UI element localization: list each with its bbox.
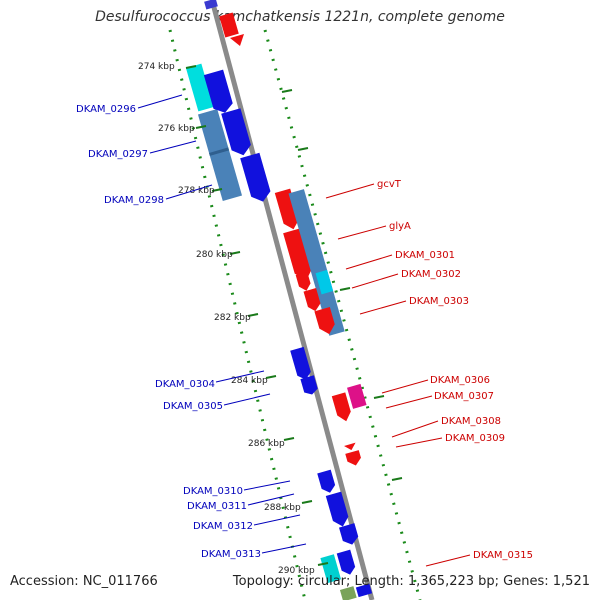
gene-label-dkam-0303: DKAM_0303 (409, 296, 469, 307)
gene-label-dkam-0306: DKAM_0306 (430, 375, 490, 386)
genome-backbone (209, 0, 375, 600)
gene-label-dkam-0302: DKAM_0302 (401, 269, 461, 280)
gene-label-dkam-0310: DKAM_0310 (183, 486, 243, 497)
gene-label-dkam-0298: DKAM_0298 (104, 195, 164, 206)
feature-dkam-0306-0307 (331, 383, 367, 422)
left-leader-lines (137, 94, 307, 554)
tick-label-290: 290 kbp (278, 566, 315, 576)
tick-label-280: 280 kbp (196, 250, 233, 260)
genome-summary: Topology: circular; Length: 1,365,223 bp… (232, 574, 590, 589)
gene-label-dkam-0297: DKAM_0297 (88, 149, 148, 160)
tick-label-274: 274 kbp (138, 62, 175, 72)
gene-label-dkam-0313: DKAM_0313 (201, 549, 261, 560)
gene-label-dkam-0312: DKAM_0312 (193, 521, 253, 532)
tick-marks (185, 65, 403, 566)
gene-label-dkam-0296: DKAM_0296 (76, 104, 136, 115)
tick-label-276: 276 kbp (158, 124, 195, 134)
gene-label-dkam-0304: DKAM_0304 (155, 379, 215, 390)
forward-gene-arrow-top (230, 34, 244, 46)
tick-label-284: 284 kbp (231, 376, 268, 386)
feature-dkam-0304-0305 (290, 346, 318, 395)
gene-label-dkam-0307: DKAM_0307 (434, 391, 494, 402)
map-title: Desulfurococcus kamchatkensis 1221n, com… (95, 9, 505, 25)
gene-label-dkam-0308: DKAM_0308 (441, 416, 501, 427)
gene-label-dkam-0315: DKAM_0315 (473, 550, 533, 561)
bottom-edge-features (320, 549, 373, 600)
gene-label-gcvt: gcvT (377, 179, 402, 190)
gene-label-dkam-0311: DKAM_0311 (187, 501, 247, 512)
feature-dkam-0310-0313 (317, 469, 359, 545)
tick-label-282: 282 kbp (214, 313, 251, 323)
feature-glya (283, 228, 313, 281)
right-leader-lines (325, 183, 471, 567)
feature-dkam-0297 (197, 108, 243, 202)
feature-dkam-0296 (185, 63, 214, 112)
gene-label-dkam-0301: DKAM_0301 (395, 250, 455, 261)
gene-label-dkam-0305: DKAM_0305 (163, 401, 223, 412)
forward-genes-right (295, 271, 335, 335)
gene-label-glya: glyA (389, 221, 411, 232)
tick-label-278: 278 kbp (178, 186, 215, 196)
feature-dkam-0308-0309 (344, 442, 361, 466)
gene-label-dkam-0309: DKAM_0309 (445, 433, 505, 444)
reverse-gene-partial-top (204, 0, 218, 10)
forward-gene-partial-top (219, 12, 239, 38)
steelblue-column-right (288, 189, 345, 336)
reverse-genes-upper (203, 69, 271, 202)
tick-label-288: 288 kbp (264, 503, 301, 513)
tick-label-286: 286 kbp (248, 439, 285, 449)
accession-label: Accession: NC_011766 (10, 574, 158, 589)
